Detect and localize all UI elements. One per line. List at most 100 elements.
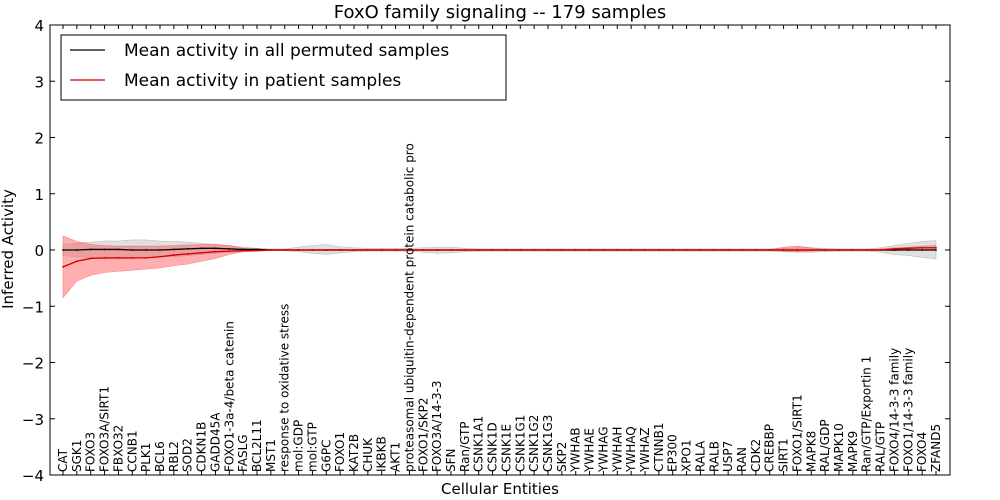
point-series-1-41 xyxy=(630,249,633,251)
point-series-1-6 xyxy=(145,256,148,259)
legend-box xyxy=(60,34,507,101)
x-tick-label: YWHAE xyxy=(583,428,597,473)
point-series-0-11 xyxy=(214,247,217,250)
x-tick-label: FOXO3A/14-3-3 xyxy=(430,380,444,472)
x-tick-label: KAT2B xyxy=(347,434,361,472)
x-tick-label: CAT xyxy=(56,448,70,472)
x-tick-label: CCNB1 xyxy=(125,430,139,472)
x-tick-label: CTNNB1 xyxy=(652,422,666,472)
point-series-1-47 xyxy=(713,249,716,251)
x-tick-label: BCL6 xyxy=(153,441,167,472)
x-tick-label: CSNK1E xyxy=(499,424,513,472)
x-tick-label: CSNK1G1 xyxy=(513,415,527,472)
x-tick-label: FOXO4/14-3-3 family xyxy=(887,348,901,472)
plot-area: −4 −3 −2 −1 0 1 2 3 4 CAT SGK1 FOXO3 FOXO3A/SIRT1 FBX… xyxy=(22,17,951,485)
x-tick-label: YWHAB xyxy=(569,427,583,473)
legend: Mean activity in all permuted samples Me… xyxy=(60,34,507,101)
y-tick-label: −1 xyxy=(22,298,44,316)
point-series-1-14 xyxy=(256,249,258,252)
y-tick-label: −2 xyxy=(22,355,44,373)
point-series-1-37 xyxy=(574,249,577,251)
point-series-1-56 xyxy=(838,249,840,251)
point-series-1-0 xyxy=(62,265,64,268)
x-tick-label: MAPK10 xyxy=(832,423,846,472)
point-series-1-62 xyxy=(921,246,924,249)
point-series-1-28 xyxy=(450,249,452,251)
point-series-1-23 xyxy=(380,249,383,251)
point-series-1-27 xyxy=(436,249,439,251)
x-tick-label: SKP2 xyxy=(555,442,569,472)
point-series-0-2 xyxy=(89,248,92,251)
point-series-1-13 xyxy=(242,249,245,252)
point-series-0-5 xyxy=(131,249,134,251)
x-tick-label: mol:GDP xyxy=(292,420,306,472)
x-tick-label: MAPK9 xyxy=(846,431,860,472)
y-tick-label: 1 xyxy=(34,186,44,204)
x-tick-label: CREBBP xyxy=(763,424,777,472)
y-tick-label: 0 xyxy=(34,242,44,260)
point-series-1-17 xyxy=(297,249,300,251)
point-series-1-42 xyxy=(644,249,646,251)
point-series-0-63 xyxy=(935,249,937,251)
x-tick-label: GADD45A xyxy=(208,412,222,472)
point-series-1-55 xyxy=(824,249,827,251)
x-tick-label: MAPK8 xyxy=(804,431,818,472)
point-series-1-26 xyxy=(422,249,425,251)
x-tick-label: SIRT1 xyxy=(777,438,791,472)
point-series-1-8 xyxy=(172,254,175,256)
point-series-1-45 xyxy=(685,249,688,251)
point-series-0-8 xyxy=(172,248,175,251)
x-tick-label: CDKN1B xyxy=(195,422,209,472)
line-series-1 xyxy=(62,247,936,268)
legend-label-permuted: Mean activity in all permuted samples xyxy=(124,41,449,61)
point-series-0-1 xyxy=(75,249,78,251)
x-tick-label: G6PC xyxy=(319,439,333,472)
x-tick-label: FOXO4 xyxy=(915,432,929,472)
x-tick-label: PLK1 xyxy=(139,443,153,472)
point-series-1-30 xyxy=(477,249,480,251)
point-series-0-4 xyxy=(117,248,120,251)
point-series-0-62 xyxy=(921,249,924,251)
point-series-1-1 xyxy=(75,260,78,263)
x-tick-label: CSNK1A1 xyxy=(472,416,486,472)
point-series-1-36 xyxy=(560,249,563,251)
point-series-0-3 xyxy=(103,248,106,251)
point-series-0-7 xyxy=(159,249,161,251)
point-series-1-12 xyxy=(228,250,231,253)
y-tick-label: −4 xyxy=(22,467,44,485)
x-tick-label: CSNK1D xyxy=(486,422,500,472)
legend-label-patient: Mean activity in patient samples xyxy=(124,71,401,91)
x-tick-label: YWHAQ xyxy=(624,426,638,473)
point-series-0-9 xyxy=(186,247,189,250)
point-series-1-15 xyxy=(269,249,272,251)
x-tick-label: FOXO1/SKP2 xyxy=(416,397,430,472)
point-series-1-57 xyxy=(851,249,854,251)
y-tick-label: 3 xyxy=(34,73,44,91)
x-tick-label: RAL/GDP xyxy=(818,419,832,472)
point-series-1-18 xyxy=(311,249,314,251)
point-series-1-33 xyxy=(519,249,522,251)
point-series-1-29 xyxy=(463,249,466,251)
point-series-0-6 xyxy=(145,249,148,251)
point-series-1-38 xyxy=(588,249,591,251)
x-tick-label: SOD2 xyxy=(181,438,195,472)
point-series-1-10 xyxy=(200,251,203,254)
point-series-1-7 xyxy=(159,255,161,258)
chart-title: FoxO family signaling -- 179 samples xyxy=(334,2,666,23)
point-series-1-35 xyxy=(547,249,549,251)
x-tick-label: FOXO3A/SIRT1 xyxy=(98,386,112,472)
x-tick-label: FOXO3 xyxy=(84,432,98,472)
point-series-1-20 xyxy=(339,249,342,251)
point-series-1-25 xyxy=(408,249,411,251)
point-series-1-58 xyxy=(865,249,868,251)
point-series-1-53 xyxy=(796,249,799,251)
x-axis-label: Cellular Entities xyxy=(441,480,559,498)
x-tick-label: Ran/GTP xyxy=(458,421,472,472)
x-tick-label: FOXO1-3a-4/beta catenin xyxy=(222,321,236,472)
point-series-1-46 xyxy=(699,249,702,251)
point-series-1-19 xyxy=(325,249,328,251)
x-tick-label: FBXO32 xyxy=(111,425,125,472)
point-series-1-59 xyxy=(879,249,882,251)
y-axis-label: Inferred Activity xyxy=(0,189,17,309)
